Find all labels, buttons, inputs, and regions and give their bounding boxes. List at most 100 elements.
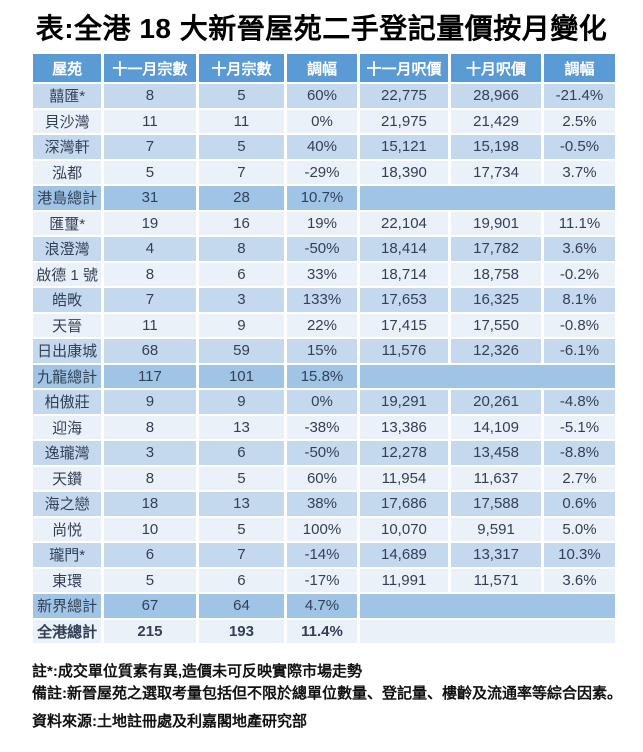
count-change-cell: 133%	[287, 288, 357, 312]
col-header-count-change: 調幅	[287, 54, 357, 82]
oct-count-cell: 9	[198, 390, 285, 414]
footnote-remark: 備註:新晉屋苑之選取考量包括但不限於總單位數量、登記量、樓齡及流通率等綜合因素。	[32, 685, 622, 702]
col-header-psf-change: 調幅	[543, 54, 615, 82]
table-row: 囍匯* 8 5 60% 22,775 28,966 -21.4%	[33, 84, 615, 108]
count-change-cell: 15%	[287, 339, 357, 363]
estate-name-cell: 瓏門*	[33, 543, 102, 567]
oct-psf-cell: 17,550	[451, 313, 541, 337]
nov-psf-cell: 18,390	[359, 160, 449, 184]
nov-psf-cell: 22,775	[359, 84, 449, 108]
count-change-cell: 0%	[287, 390, 357, 414]
nov-psf-cell: 12,278	[359, 441, 449, 465]
oct-count-cell: 5	[198, 84, 285, 108]
nov-psf-cell: 18,714	[359, 262, 449, 286]
table-row: 東環 5 6 -17% 11,991 11,571 3.6%	[33, 568, 615, 592]
nov-count-cell: 8	[104, 262, 196, 286]
oct-psf-cell: 21,429	[451, 109, 541, 133]
nov-psf-cell: 21,975	[359, 109, 449, 133]
nov-count-cell: 11	[104, 109, 196, 133]
count-change-cell: 15.8%	[287, 364, 357, 388]
footnote-source: 資料來源:土地註冊處及利嘉閣地產研究部	[32, 713, 307, 730]
count-change-cell: 100%	[287, 517, 357, 541]
nov-count-cell: 5	[104, 160, 196, 184]
oct-psf-cell: 13,317	[451, 543, 541, 567]
count-change-cell: -50%	[287, 441, 357, 465]
count-change-cell: 40%	[287, 135, 357, 159]
oct-count-cell: 3	[198, 288, 285, 312]
oct-count-cell: 13	[198, 415, 285, 439]
oct-count-cell: 5	[198, 135, 285, 159]
nov-count-cell: 7	[104, 135, 196, 159]
table-row: 尚悦 10 5 100% 10,070 9,591 5.0%	[33, 517, 615, 541]
nov-count-cell: 8	[104, 415, 196, 439]
merged-empty-cell	[359, 619, 615, 643]
psf-change-cell: -5.1%	[543, 415, 615, 439]
count-change-cell: -38%	[287, 415, 357, 439]
psf-change-cell: 3.6%	[543, 568, 615, 592]
oct-count-cell: 28	[198, 186, 285, 210]
estate-name-cell: 海之戀	[33, 492, 102, 516]
count-change-cell: 60%	[287, 84, 357, 108]
psf-change-cell: -0.2%	[543, 262, 615, 286]
oct-count-cell: 193	[198, 619, 285, 643]
oct-psf-cell: 17,734	[451, 160, 541, 184]
count-change-cell: -14%	[287, 543, 357, 567]
nov-psf-cell: 11,991	[359, 568, 449, 592]
nov-count-cell: 117	[104, 364, 196, 388]
psf-change-cell: 5.0%	[543, 517, 615, 541]
table-row: 貝沙灣 11 11 0% 21,975 21,429 2.5%	[33, 109, 615, 133]
nov-count-cell: 11	[104, 313, 196, 337]
nov-psf-cell: 19,291	[359, 390, 449, 414]
oct-count-cell: 9	[198, 313, 285, 337]
oct-psf-cell: 19,901	[451, 211, 541, 235]
estate-name-cell: 匯璽*	[33, 211, 102, 235]
merged-empty-cell	[359, 594, 615, 618]
count-change-cell: 22%	[287, 313, 357, 337]
table-header-row: 屋苑 十一月宗數 十月宗數 調幅 十一月呎價 十月呎價 調幅	[33, 54, 615, 82]
count-change-cell: 60%	[287, 466, 357, 490]
nov-psf-cell: 17,415	[359, 313, 449, 337]
psf-change-cell: 8.1%	[543, 288, 615, 312]
nov-count-cell: 8	[104, 466, 196, 490]
oct-psf-cell: 17,588	[451, 492, 541, 516]
oct-count-cell: 11	[198, 109, 285, 133]
nov-count-cell: 5	[104, 568, 196, 592]
oct-count-cell: 7	[198, 543, 285, 567]
table-row: 皓畋 7 3 133% 17,653 16,325 8.1%	[33, 288, 615, 312]
count-change-cell: 4.7%	[287, 594, 357, 618]
estate-name-cell: 迎海	[33, 415, 102, 439]
count-change-cell: -29%	[287, 160, 357, 184]
estate-name-cell: 日出康城	[33, 339, 102, 363]
table-row: 柏傲莊 9 9 0% 19,291 20,261 -4.8%	[33, 390, 615, 414]
estate-name-cell: 港島總計	[33, 186, 102, 210]
nov-psf-cell: 22,104	[359, 211, 449, 235]
count-change-cell: 0%	[287, 109, 357, 133]
estate-name-cell: 貝沙灣	[33, 109, 102, 133]
psf-change-cell: -6.1%	[543, 339, 615, 363]
col-header-estate: 屋苑	[33, 54, 102, 82]
estate-name-cell: 囍匯*	[33, 84, 102, 108]
psf-change-cell: -0.5%	[543, 135, 615, 159]
merged-empty-cell	[359, 364, 615, 388]
nov-count-cell: 4	[104, 237, 196, 261]
nov-psf-cell: 11,576	[359, 339, 449, 363]
table-body: 囍匯* 8 5 60% 22,775 28,966 -21.4% 貝沙灣 11 11 0% 21,97…	[33, 84, 615, 643]
oct-psf-cell: 18,758	[451, 262, 541, 286]
nov-count-cell: 9	[104, 390, 196, 414]
nov-count-cell: 18	[104, 492, 196, 516]
nov-count-cell: 8	[104, 84, 196, 108]
col-header-nov-psf: 十一月呎價	[359, 54, 449, 82]
nov-count-cell: 67	[104, 594, 196, 618]
nov-psf-cell: 17,653	[359, 288, 449, 312]
estate-name-cell: 天鑽	[33, 466, 102, 490]
nov-psf-cell: 13,386	[359, 415, 449, 439]
table-row: 全港總計 215 193 11.4%	[33, 619, 615, 643]
estate-name-cell: 柏傲莊	[33, 390, 102, 414]
estate-name-cell: 天晉	[33, 313, 102, 337]
table-row: 啟德 1 號 8 6 33% 18,714 18,758 -0.2%	[33, 262, 615, 286]
psf-change-cell: 3.7%	[543, 160, 615, 184]
oct-count-cell: 5	[198, 466, 285, 490]
estates-table: 屋苑 十一月宗數 十月宗數 調幅 十一月呎價 十月呎價 調幅 囍匯* 8 5 60% 2…	[30, 52, 618, 645]
estate-name-cell: 九龍總計	[33, 364, 102, 388]
nov-count-cell: 6	[104, 543, 196, 567]
